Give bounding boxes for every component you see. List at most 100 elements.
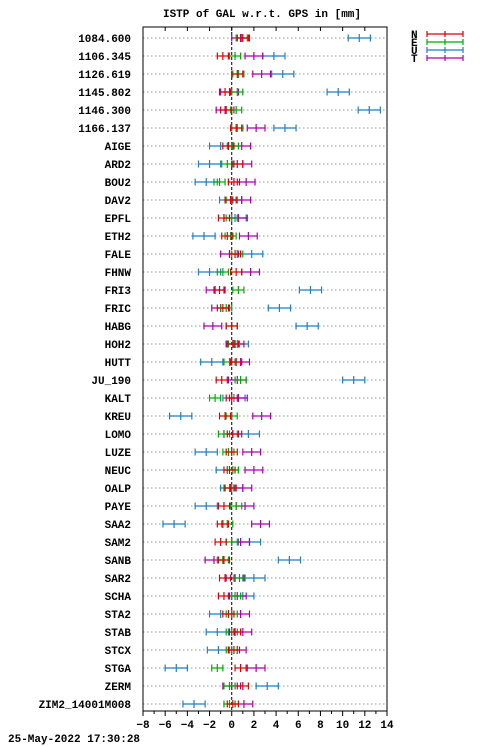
point-t [238, 232, 258, 240]
point-n [218, 574, 232, 582]
point-t [244, 52, 264, 60]
legend-label: U [411, 46, 418, 58]
legend-label: N [411, 30, 418, 42]
point-t [244, 466, 264, 474]
x-tick-label: 12 [358, 720, 371, 732]
station-label: HUTT [105, 358, 132, 370]
point-n [216, 304, 229, 312]
point-u [267, 304, 292, 312]
point-n [226, 340, 239, 348]
x-tick-label: 4 [273, 720, 280, 732]
x-tick-label: 10 [336, 720, 349, 732]
point-u [169, 412, 193, 420]
station-label: KALT [105, 394, 132, 406]
point-n [225, 394, 238, 402]
point-e [208, 394, 222, 402]
legend-label: E [411, 38, 418, 50]
legend-swatch [426, 47, 464, 53]
point-u [255, 682, 279, 690]
x-tick-label: 8 [317, 720, 324, 732]
point-n [214, 538, 227, 546]
point-t [252, 412, 272, 420]
station-label: NEUC [105, 466, 132, 478]
point-u [357, 106, 381, 114]
point-n [224, 484, 237, 492]
point-u [277, 556, 302, 564]
point-u [205, 628, 229, 636]
x-tick-label: −8 [136, 720, 150, 732]
legend-swatch [426, 55, 464, 61]
station-label: FALE [105, 250, 132, 262]
point-u [240, 250, 264, 258]
station-label: LOMO [105, 430, 132, 442]
point-n [213, 286, 226, 294]
point-n [234, 664, 247, 672]
point-n [230, 268, 243, 276]
station-label: AIGE [105, 142, 132, 154]
station-label: EPFL [105, 214, 132, 226]
station-label: FHNW [105, 268, 132, 280]
point-n [223, 466, 236, 474]
data-marks [162, 34, 381, 708]
point-u [162, 520, 186, 528]
point-u [194, 502, 218, 510]
point-n [222, 610, 235, 618]
station-label: SAM2 [105, 538, 131, 550]
chart-title: ISTP of GAL w.r.t. GPS in [mm] [163, 9, 361, 21]
station-label: STAB [105, 628, 132, 640]
point-n [230, 124, 243, 132]
point-t [246, 664, 266, 672]
station-label: ARD2 [105, 160, 131, 172]
station-label: STA2 [105, 610, 131, 622]
point-u [347, 34, 371, 42]
point-u [262, 52, 286, 60]
point-n [225, 448, 238, 456]
point-n [216, 520, 229, 528]
station-label: SAR2 [105, 574, 131, 586]
point-e [232, 286, 245, 294]
point-n [222, 142, 235, 150]
point-e [233, 574, 246, 582]
station-label: STGA [105, 664, 132, 676]
point-t [252, 70, 272, 78]
point-e [234, 376, 247, 384]
point-e [223, 682, 236, 690]
legend-swatch [426, 39, 464, 45]
gridlines [143, 37, 387, 705]
point-u [200, 358, 224, 366]
station-label: ZERM [105, 682, 132, 694]
station-label: KREU [105, 412, 131, 424]
x-tick-label: 6 [295, 720, 302, 732]
point-n [217, 592, 231, 600]
point-n [220, 106, 233, 114]
point-e [216, 268, 229, 276]
station-label: BOU2 [105, 178, 131, 190]
station-label: 1084.600 [78, 34, 131, 46]
x-tick-label: 14 [380, 720, 394, 732]
point-e [230, 106, 243, 114]
station-label: SANB [105, 556, 132, 568]
station-label: 1106.345 [78, 52, 131, 64]
x-axis: −8 −6 −4 −2 0 2 4 6 8 10 12 14 [136, 27, 394, 732]
station-label: ETH2 [105, 232, 131, 244]
x-tick-label: 0 [228, 720, 235, 732]
point-e [231, 88, 244, 96]
station-label: 1166.137 [78, 124, 131, 136]
point-u [194, 448, 218, 456]
station-label: 1145.802 [78, 88, 131, 100]
point-n [231, 70, 244, 78]
point-e [230, 502, 243, 510]
legend-swatch [426, 31, 464, 37]
x-tick-label: −4 [181, 720, 195, 732]
point-e [228, 52, 242, 60]
point-u [295, 322, 319, 330]
point-n [224, 196, 237, 204]
point-e [225, 538, 238, 546]
station-label: LUZE [105, 448, 132, 460]
station-label: FRI3 [105, 286, 132, 298]
station-label: HABG [105, 322, 132, 334]
x-tick-label: −2 [203, 720, 216, 732]
station-label: 1146.300 [78, 106, 131, 118]
station-label: 1126.619 [78, 70, 131, 82]
